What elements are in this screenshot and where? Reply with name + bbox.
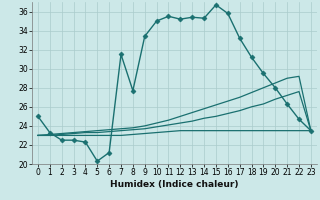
- X-axis label: Humidex (Indice chaleur): Humidex (Indice chaleur): [110, 180, 239, 189]
